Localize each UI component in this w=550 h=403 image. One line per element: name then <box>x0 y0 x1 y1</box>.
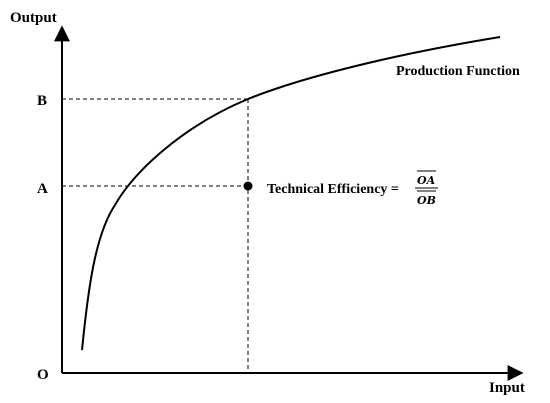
efficiency-numerator: OA <box>417 174 436 187</box>
y-axis-label: Output <box>10 10 57 26</box>
origin-label: O <box>37 367 49 383</box>
x-axis-label: Input <box>489 380 525 396</box>
observed-point <box>243 181 253 191</box>
production-function-curve <box>81 36 501 351</box>
efficiency-denominator: OB <box>417 194 436 207</box>
level-a-label: A <box>37 181 48 197</box>
level-b-label: B <box>37 93 47 109</box>
production-function-label: Production Function <box>396 64 520 79</box>
technical-efficiency-label: Technical Efficiency = <box>267 182 399 197</box>
